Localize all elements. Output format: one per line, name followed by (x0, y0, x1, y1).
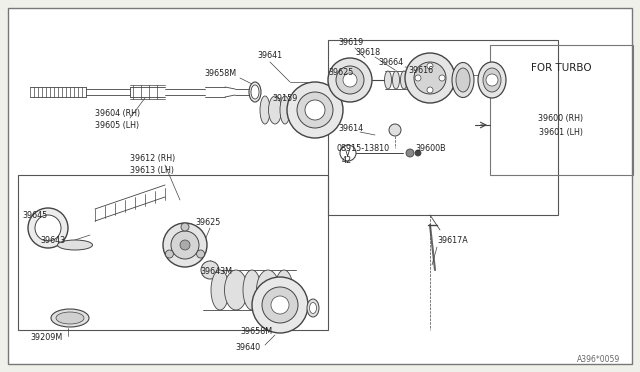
Circle shape (305, 100, 325, 120)
Ellipse shape (249, 82, 261, 102)
Text: 39643: 39643 (40, 235, 65, 244)
Circle shape (415, 75, 421, 81)
Circle shape (28, 208, 68, 248)
Circle shape (297, 92, 333, 128)
Bar (18, 175, 328, 330)
Ellipse shape (280, 96, 290, 124)
Text: 08915-13810: 08915-13810 (337, 144, 390, 153)
Text: FOR TURBO: FOR TURBO (531, 63, 591, 73)
Ellipse shape (257, 270, 280, 310)
Circle shape (414, 62, 446, 94)
Ellipse shape (307, 299, 319, 317)
Text: 39619: 39619 (338, 38, 364, 46)
Circle shape (35, 215, 61, 241)
Circle shape (181, 223, 189, 231)
Circle shape (271, 296, 289, 314)
Text: 39625: 39625 (328, 67, 353, 77)
Circle shape (427, 87, 433, 93)
Ellipse shape (211, 270, 229, 310)
Ellipse shape (392, 71, 399, 89)
Circle shape (287, 82, 343, 138)
Text: 39616: 39616 (408, 65, 433, 74)
Circle shape (336, 66, 364, 94)
Ellipse shape (225, 270, 248, 310)
Text: V: V (346, 148, 351, 157)
Ellipse shape (478, 62, 506, 98)
Ellipse shape (401, 71, 408, 89)
Ellipse shape (385, 71, 392, 89)
Ellipse shape (58, 240, 93, 250)
Circle shape (328, 58, 372, 102)
Text: 39658M: 39658M (240, 327, 272, 337)
Circle shape (196, 250, 205, 258)
Circle shape (163, 223, 207, 267)
Text: 39617A: 39617A (437, 235, 468, 244)
Ellipse shape (417, 71, 424, 89)
Circle shape (427, 63, 433, 69)
Text: 39643M: 39643M (200, 267, 232, 276)
Ellipse shape (251, 85, 259, 99)
Ellipse shape (300, 96, 310, 124)
Circle shape (405, 53, 455, 103)
Text: 39600 (RH): 39600 (RH) (538, 113, 584, 122)
Circle shape (180, 240, 190, 250)
Circle shape (343, 73, 357, 87)
Circle shape (486, 74, 498, 86)
Ellipse shape (310, 302, 317, 314)
Circle shape (406, 149, 414, 157)
Text: 39604 (RH): 39604 (RH) (95, 109, 140, 118)
Text: 39605 (LH): 39605 (LH) (95, 121, 139, 129)
Ellipse shape (483, 68, 501, 92)
Ellipse shape (56, 312, 84, 324)
Ellipse shape (452, 62, 474, 97)
Ellipse shape (51, 309, 89, 327)
Ellipse shape (289, 96, 301, 124)
Circle shape (262, 287, 298, 323)
Text: 39625: 39625 (195, 218, 220, 227)
Circle shape (439, 75, 445, 81)
Bar (328, 40, 558, 215)
Text: 39664: 39664 (378, 58, 403, 67)
Text: 39618: 39618 (355, 48, 380, 57)
Text: 39612 (RH): 39612 (RH) (130, 154, 175, 163)
Ellipse shape (269, 96, 282, 124)
Text: 39658M: 39658M (204, 68, 236, 77)
Circle shape (252, 277, 308, 333)
Ellipse shape (275, 270, 293, 310)
Text: 39209M: 39209M (30, 334, 62, 343)
Circle shape (389, 124, 401, 136)
Text: 39159: 39159 (272, 93, 298, 103)
Text: 42: 42 (342, 155, 352, 164)
Text: A396*0059: A396*0059 (577, 356, 620, 365)
Text: 39640: 39640 (236, 343, 260, 353)
Circle shape (171, 231, 199, 259)
Text: 39613 (LH): 39613 (LH) (130, 166, 174, 174)
Circle shape (415, 150, 421, 156)
Ellipse shape (408, 71, 415, 89)
Ellipse shape (260, 96, 270, 124)
Text: 39641: 39641 (257, 51, 283, 60)
Text: 39601 (LH): 39601 (LH) (539, 128, 583, 137)
Ellipse shape (243, 270, 261, 310)
Circle shape (165, 250, 173, 258)
Circle shape (201, 261, 219, 279)
Text: 39614: 39614 (338, 124, 363, 132)
Text: 39645: 39645 (22, 211, 47, 219)
Ellipse shape (456, 68, 470, 92)
Text: 39600B: 39600B (415, 144, 445, 153)
Bar (490, 45, 633, 175)
